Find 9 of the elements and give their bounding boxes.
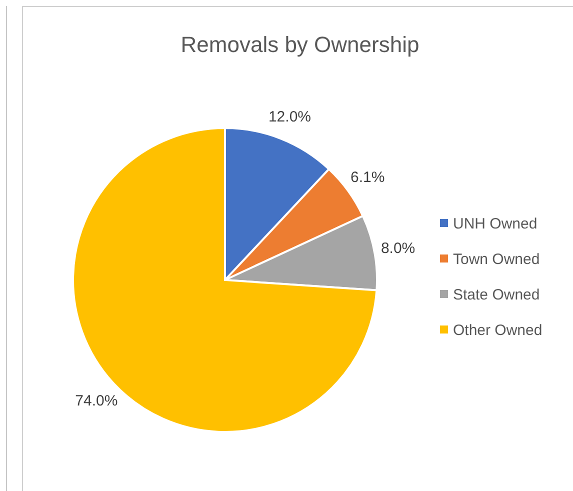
legend-label: UNH Owned: [453, 215, 538, 232]
data-label: 74.0%: [75, 392, 118, 410]
legend-label: State Owned: [453, 286, 540, 304]
data-label: 6.1%: [350, 169, 385, 186]
legend-label: Town Owned: [453, 250, 540, 268]
data-label: 8.0%: [380, 240, 416, 258]
chart-title: Removals by Ownership: [180, 32, 420, 57]
data-label: 12.0%: [268, 108, 311, 126]
legend-label: Other Owned: [453, 322, 542, 339]
